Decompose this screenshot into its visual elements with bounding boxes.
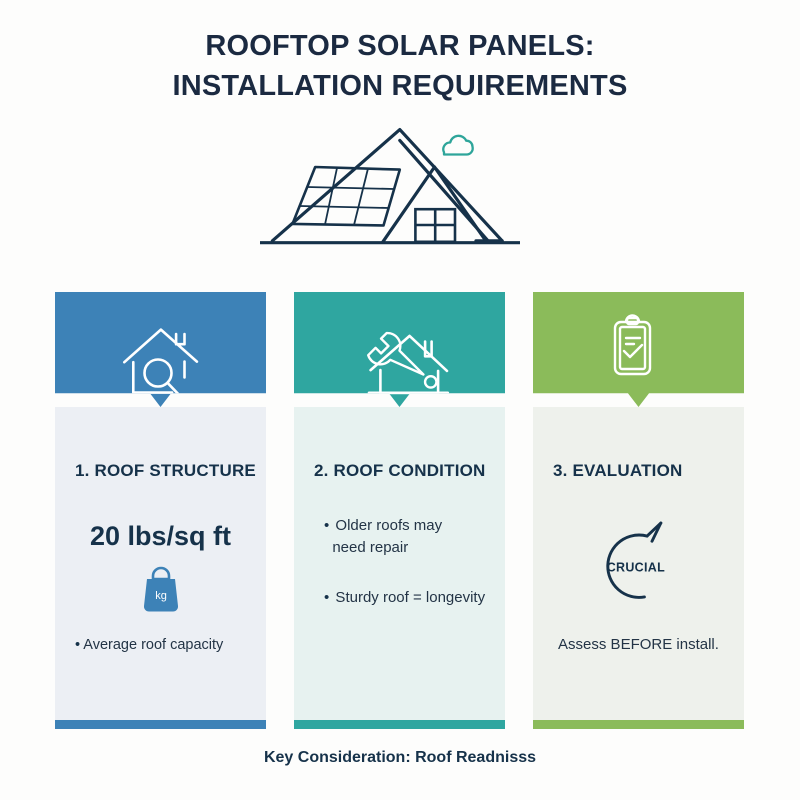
svg-text:CRUCIAL: CRUCIAL: [606, 560, 664, 574]
svg-text:kg: kg: [155, 590, 167, 602]
